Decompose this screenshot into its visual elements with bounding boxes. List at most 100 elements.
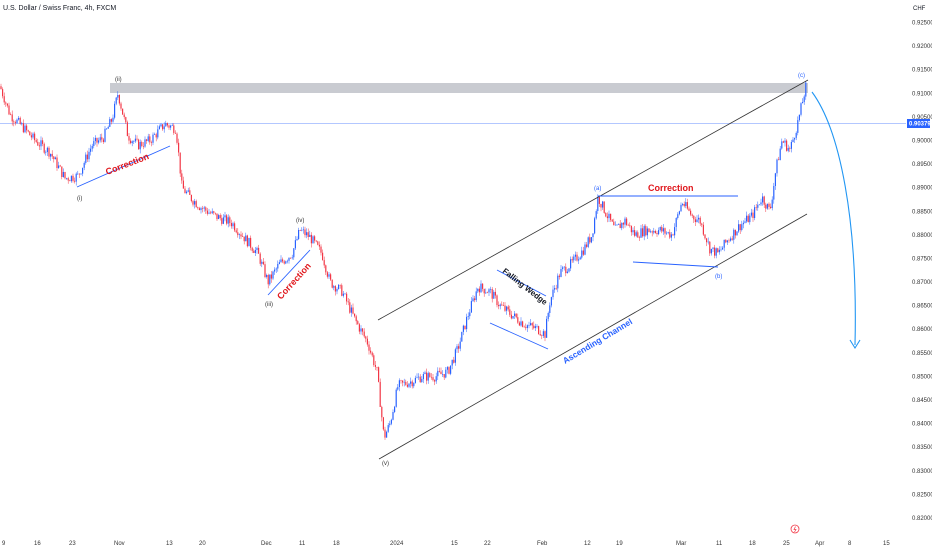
- x-tick-label: 25: [783, 541, 790, 547]
- candle-body: [285, 261, 287, 264]
- candle-body: [392, 412, 394, 420]
- candle-body: [803, 96, 805, 102]
- candle-body: [216, 213, 218, 220]
- candle-body: [798, 114, 800, 121]
- candle-body: [611, 219, 613, 222]
- candle-body: [53, 156, 55, 160]
- candle-body: [600, 204, 602, 208]
- candle-body: [370, 350, 372, 353]
- candle-body: [693, 215, 695, 220]
- candle-body: [438, 370, 440, 372]
- candle-body: [504, 305, 506, 311]
- candle-body: [587, 237, 589, 247]
- candle-body: [766, 203, 768, 209]
- candle-body: [653, 231, 655, 233]
- x-tick-label: 22: [484, 541, 491, 547]
- candle-body: [181, 173, 183, 181]
- candle-body: [613, 221, 615, 226]
- candle-body: [208, 212, 210, 214]
- candle-body: [184, 188, 186, 194]
- candle-body: [440, 371, 442, 375]
- candle-body: [552, 289, 554, 298]
- x-tick-label: 18: [333, 541, 340, 547]
- candle-body: [61, 166, 63, 177]
- candle-body: [725, 239, 727, 243]
- candle-body: [125, 117, 127, 123]
- candle-body: [594, 218, 596, 234]
- candle-body: [696, 219, 698, 222]
- candle-body: [442, 374, 444, 375]
- candle-body: [13, 121, 15, 123]
- candle-body: [328, 274, 330, 277]
- candle-body: [742, 222, 744, 225]
- candle-body: [298, 230, 300, 239]
- candle-body: [584, 244, 586, 255]
- y-tick-label: 0.86500: [912, 304, 932, 310]
- candle-body: [322, 252, 324, 261]
- candle-body: [771, 199, 773, 209]
- candle-body: [29, 131, 31, 136]
- candle-body: [710, 248, 712, 254]
- candle-body: [654, 231, 656, 233]
- candle-body: [64, 172, 66, 179]
- candle-body: [525, 327, 527, 329]
- candle-body: [253, 250, 255, 253]
- candle-body: [114, 103, 116, 118]
- candle-body: [400, 380, 402, 381]
- projection-arrowhead: [849, 339, 861, 350]
- candle-body: [797, 120, 799, 133]
- candle-body: [210, 212, 212, 214]
- candle-body: [456, 346, 458, 350]
- y-tick-label: 0.89500: [912, 162, 932, 168]
- candle-body: [192, 201, 194, 205]
- candle-body: [214, 212, 216, 214]
- candle-body: [146, 139, 148, 141]
- candle-body: [218, 215, 220, 219]
- candle-body: [664, 228, 666, 234]
- candle-body: [74, 180, 76, 182]
- candle-body: [413, 382, 415, 387]
- candle-body: [419, 376, 421, 383]
- candle-body: [643, 226, 645, 237]
- candle-body: [77, 173, 79, 175]
- candle-body: [715, 248, 717, 256]
- candle-body: [62, 172, 64, 177]
- candle-body: [2, 89, 4, 97]
- candle-body: [99, 137, 101, 141]
- candle-body: [782, 141, 784, 143]
- candle-body: [616, 224, 618, 226]
- y-tick-label: 0.84000: [912, 422, 932, 428]
- candle-body: [58, 165, 60, 168]
- candle-body: [739, 224, 741, 230]
- candle-body: [773, 186, 775, 200]
- candle-body: [445, 369, 447, 378]
- candle-body: [502, 305, 504, 306]
- candle-body: [619, 223, 621, 229]
- candle-body: [325, 265, 327, 273]
- candle-body: [704, 234, 706, 239]
- y-tick-label: 0.90500: [912, 115, 932, 121]
- candle-body: [682, 204, 684, 205]
- candle-body: [522, 321, 524, 327]
- candle-body: [547, 313, 549, 319]
- candle-body: [178, 142, 180, 153]
- candle-body: [568, 268, 570, 272]
- candle-body: [485, 292, 487, 294]
- candle-body: [790, 142, 792, 149]
- candle-body: [430, 376, 432, 378]
- wave-c-label: (c): [798, 73, 805, 79]
- candle-body: [299, 230, 301, 231]
- candle-body: [176, 133, 178, 143]
- candle-body: [34, 133, 36, 141]
- correction-label-3: Correction: [648, 183, 694, 193]
- candle-body: [674, 227, 676, 236]
- candle-body: [520, 321, 522, 326]
- resistance-zone: [110, 83, 808, 93]
- candle-body: [718, 249, 720, 253]
- candle-body: [458, 346, 460, 349]
- candle-body: [278, 262, 280, 265]
- event-icon[interactable]: [790, 524, 800, 534]
- x-tick-label: 11: [716, 541, 723, 547]
- candle-body: [670, 234, 672, 238]
